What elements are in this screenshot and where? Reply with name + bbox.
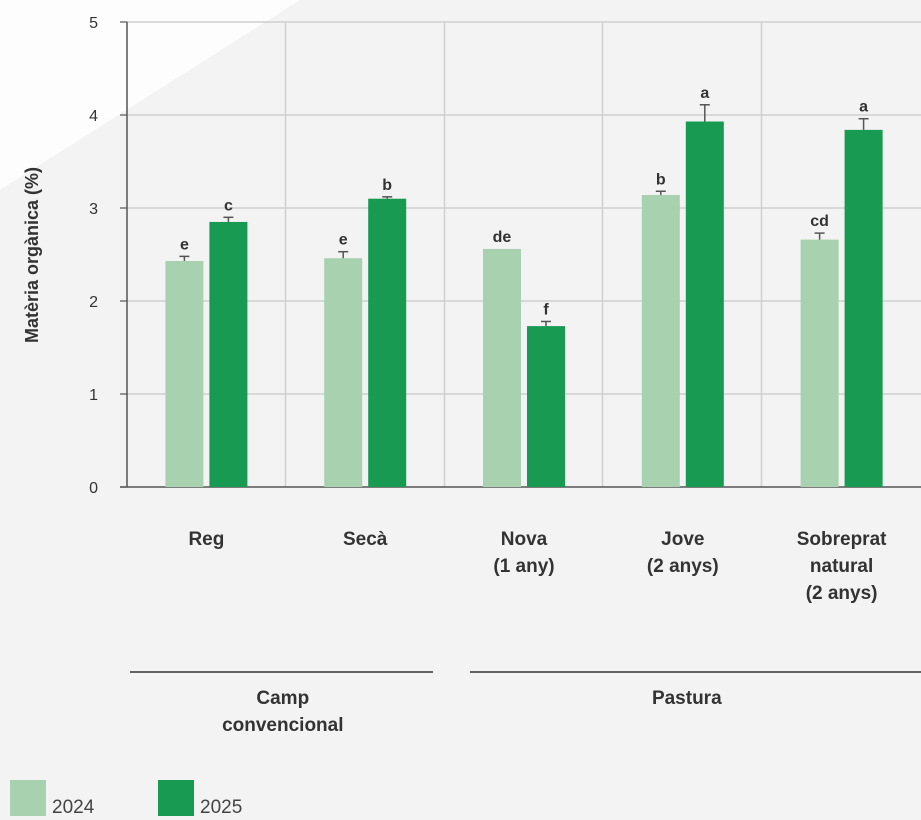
y-tick-label: 3 [89, 201, 98, 218]
category-label: Nova [501, 529, 548, 550]
significance-letter: de [493, 229, 512, 246]
y-tick-label: 2 [89, 294, 98, 311]
group-label: Pastura [652, 688, 722, 709]
significance-letter: e [339, 232, 348, 249]
group-label: convencional [222, 715, 343, 736]
legend-swatch-2024 [10, 780, 46, 816]
category-label: Sobreprat [797, 529, 887, 550]
bar-chart: 0 1 2 3 4 5 Matèria orgànica (%) e c Reg e b Secà de f… [22, 15, 921, 736]
y-tick-label: 0 [89, 480, 98, 497]
significance-letter: e [180, 236, 189, 253]
y-tick-label: 1 [89, 387, 98, 404]
legend-label-2025: 2025 [200, 797, 243, 818]
bar-2025 [527, 326, 565, 487]
group-label: Camp [256, 688, 309, 709]
bar-2024 [641, 194, 680, 488]
bar-2024 [165, 261, 204, 487]
legend: 2024 2025 [10, 780, 410, 820]
category-label: (2 anys) [806, 583, 878, 604]
significance-letter: a [700, 85, 709, 102]
significance-letter: b [382, 177, 392, 194]
bar-2024 [324, 258, 363, 487]
category-label: (1 any) [493, 556, 554, 577]
bar-2025 [209, 221, 248, 487]
legend-swatch-2025 [158, 780, 194, 816]
bar-2024 [800, 239, 839, 487]
legend-label-2024: 2024 [52, 797, 95, 818]
y-axis-label: Matèria orgànica (%) [22, 167, 42, 343]
significance-letter: f [543, 301, 549, 318]
significance-letter: b [656, 171, 666, 188]
category-label: (2 anys) [647, 556, 719, 577]
y-tick-label: 4 [89, 108, 98, 125]
y-tick-label: 5 [89, 15, 98, 32]
category-label: natural [810, 556, 873, 577]
category-label: Jove [661, 529, 704, 550]
bar-2025 [368, 198, 407, 487]
bar-2025 [844, 129, 883, 487]
bar-2024 [483, 248, 521, 487]
significance-letter: cd [810, 213, 829, 230]
category-label: Secà [343, 529, 388, 550]
bar-2025 [685, 121, 724, 487]
significance-letter: a [859, 99, 868, 116]
category-label: Reg [188, 529, 224, 550]
significance-letter: c [224, 197, 233, 214]
